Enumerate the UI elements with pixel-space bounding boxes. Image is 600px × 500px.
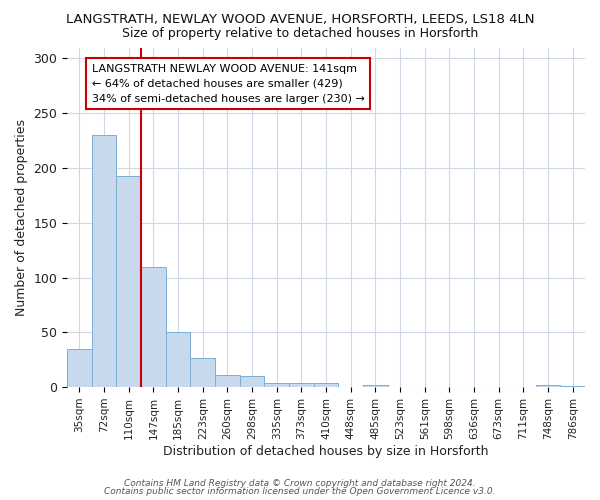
Bar (67, 349, 92, 387)
Bar (141, 266, 166, 387)
Bar (314, 382, 338, 387)
Text: LANGSTRATH NEWLAY WOOD AVENUE: 141sqm
← 64% of detached houses are smaller (429): LANGSTRATH NEWLAY WOOD AVENUE: 141sqm ← … (92, 64, 365, 104)
Bar (265, 382, 289, 387)
Bar (560, 386, 585, 387)
Bar (363, 385, 388, 387)
Bar (190, 358, 215, 387)
Bar (289, 382, 314, 387)
Bar (116, 176, 141, 387)
Text: Contains public sector information licensed under the Open Government Licence v3: Contains public sector information licen… (104, 487, 496, 496)
Text: Contains HM Land Registry data © Crown copyright and database right 2024.: Contains HM Land Registry data © Crown c… (124, 478, 476, 488)
Bar (536, 385, 560, 387)
Y-axis label: Number of detached properties: Number of detached properties (15, 119, 28, 316)
Text: LANGSTRATH, NEWLAY WOOD AVENUE, HORSFORTH, LEEDS, LS18 4LN: LANGSTRATH, NEWLAY WOOD AVENUE, HORSFORT… (66, 12, 534, 26)
Text: Size of property relative to detached houses in Horsforth: Size of property relative to detached ho… (122, 28, 478, 40)
Bar (240, 376, 265, 387)
X-axis label: Distribution of detached houses by size in Horsforth: Distribution of detached houses by size … (163, 444, 489, 458)
Bar (215, 375, 240, 387)
Bar (166, 332, 190, 387)
Bar (92, 135, 116, 387)
